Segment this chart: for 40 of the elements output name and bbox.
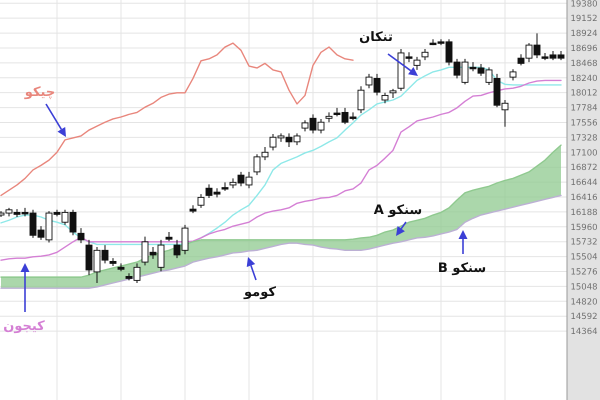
y-tick-label: 17556 xyxy=(570,118,598,128)
text: کیجون xyxy=(3,319,46,334)
series-label: سنکو A xyxy=(374,203,422,218)
candlestick xyxy=(78,228,84,244)
y-tick-label: 19152 xyxy=(570,14,598,24)
line-series xyxy=(0,42,354,196)
y-tick-label: 15732 xyxy=(570,238,598,248)
y-tick-label: 18012 xyxy=(570,88,598,99)
y-tick-label: 15276 xyxy=(570,267,598,278)
y-tick-label: 18696 xyxy=(570,44,598,54)
text: تنکان xyxy=(359,30,393,45)
y-tick-label: 19380 xyxy=(570,0,598,10)
y-tick-label: 18468 xyxy=(570,58,598,69)
y-tick-label: 14364 xyxy=(570,327,598,338)
y-tick-label: 18240 xyxy=(570,74,598,84)
annotation: کومو xyxy=(243,285,276,300)
y-tick-label: 15504 xyxy=(570,252,598,263)
candlestick xyxy=(510,68,516,81)
candlestick xyxy=(390,88,396,99)
candlestick xyxy=(382,92,388,104)
candlestick xyxy=(198,194,204,208)
candlestick xyxy=(422,48,428,61)
y-tick-label: 14820 xyxy=(570,297,598,308)
y-tick-label: 16872 xyxy=(570,163,598,174)
candlestick xyxy=(326,112,332,123)
y-tick-label: 15960 xyxy=(570,222,598,233)
text: چیکو xyxy=(24,85,56,100)
y-tick-label: 15048 xyxy=(570,282,598,292)
y-tick-label: 17100 xyxy=(570,148,598,158)
series-label: سنکو B xyxy=(438,261,486,276)
y-tick-label: 16188 xyxy=(570,208,598,218)
y-tick-label: 14592 xyxy=(570,312,598,322)
candlestick xyxy=(166,232,172,242)
y-tick-label: 17784 xyxy=(570,104,598,114)
y-tick-label: 17328 xyxy=(570,133,598,144)
candlestick xyxy=(414,56,420,70)
y-tick-label: 16644 xyxy=(570,178,598,188)
y-tick-label: 16416 xyxy=(570,192,598,203)
y-tick-label: 18924 xyxy=(570,29,598,40)
candlestick xyxy=(358,86,364,114)
